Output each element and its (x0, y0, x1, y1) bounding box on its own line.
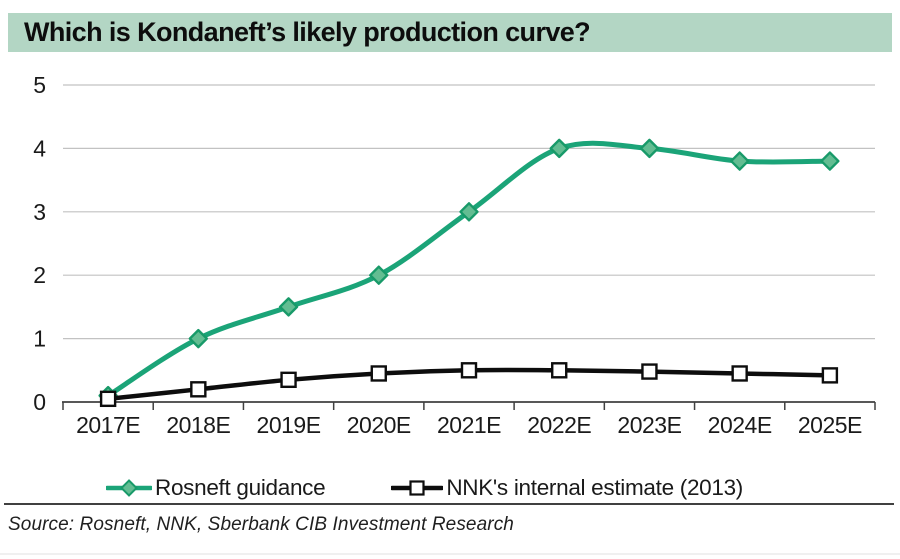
data-point-marker-rosneft-guidance (549, 138, 569, 159)
legend-label-nnk-estimate: NNK's internal estimate (2013) (446, 475, 744, 500)
data-point-marker-rosneft-guidance (459, 202, 479, 222)
production-chart: 0 1 2 3 4 5 2017E 2018E 2019E 2020E 2021E 2022E 2023… (33, 72, 876, 438)
data-point-marker-rosneft-guidance (729, 151, 750, 171)
x-tick-label: 2018E (166, 412, 230, 438)
footer-divider-line (4, 503, 894, 505)
x-tick-label: 2021E (437, 412, 501, 438)
x-tick-label: 2024E (708, 412, 772, 438)
figure-title-bar: Which is Kondaneft’s likely production c… (8, 13, 892, 52)
data-point-marker-nnk-s-internal-estimate-2013 (641, 363, 658, 380)
data-point-marker-rosneft-guidance (188, 328, 209, 349)
x-tick-label: 2017E (76, 412, 140, 438)
source-note: Source: Rosneft, NNK, Sberbank CIB Inves… (8, 514, 514, 535)
y-tick-label: 0 (33, 389, 46, 415)
data-point-marker-nnk-s-internal-estimate-2013 (280, 371, 297, 389)
data-point-marker-nnk-s-internal-estimate-2013 (731, 365, 748, 382)
x-tick-label: 2019E (257, 412, 321, 438)
y-tick-label: 2 (33, 262, 46, 288)
legend-item-rosneft-guidance: Rosneft guidance (106, 475, 326, 501)
data-point-marker-nnk-s-internal-estimate-2013 (190, 381, 207, 398)
figure-title: Which is Kondaneft’s likely production c… (24, 17, 591, 47)
legend-item-nnk-estimate: NNK's internal estimate (2013) (391, 475, 743, 501)
chart-legend: Rosneft guidance NNK's internal estimate… (0, 474, 900, 502)
data-point-marker-nnk-s-internal-estimate-2013 (99, 390, 117, 408)
y-tick-label: 4 (33, 135, 46, 161)
bottom-rule (0, 553, 900, 555)
data-point-marker-rosneft-guidance (639, 138, 660, 159)
rosneft-guidance-line-swatch-icon (106, 479, 152, 497)
y-tick-label: 1 (33, 326, 46, 352)
y-tick-label: 3 (33, 199, 46, 225)
data-point-marker-rosneft-guidance (369, 265, 389, 285)
nnk-estimate-line-swatch-icon (391, 480, 444, 496)
x-tick-label: 2023E (617, 412, 681, 438)
y-tick-label: 5 (33, 72, 46, 98)
data-point-marker-nnk-s-internal-estimate-2013 (370, 365, 387, 382)
legend-label-rosneft-guidance: Rosneft guidance (155, 475, 326, 500)
data-point-marker-nnk-s-internal-estimate-2013 (821, 367, 839, 384)
data-point-marker-nnk-s-internal-estimate-2013 (551, 362, 568, 379)
x-tick-label: 2025E (798, 412, 862, 438)
data-point-marker-rosneft-guidance (278, 297, 299, 317)
x-tick-label: 2020E (347, 412, 411, 438)
series-line-rosneft-guidance (105, 140, 833, 399)
data-point-marker-nnk-s-internal-estimate-2013 (460, 362, 478, 379)
x-tick-label: 2022E (527, 412, 591, 438)
data-point-marker-rosneft-guidance (820, 151, 840, 171)
